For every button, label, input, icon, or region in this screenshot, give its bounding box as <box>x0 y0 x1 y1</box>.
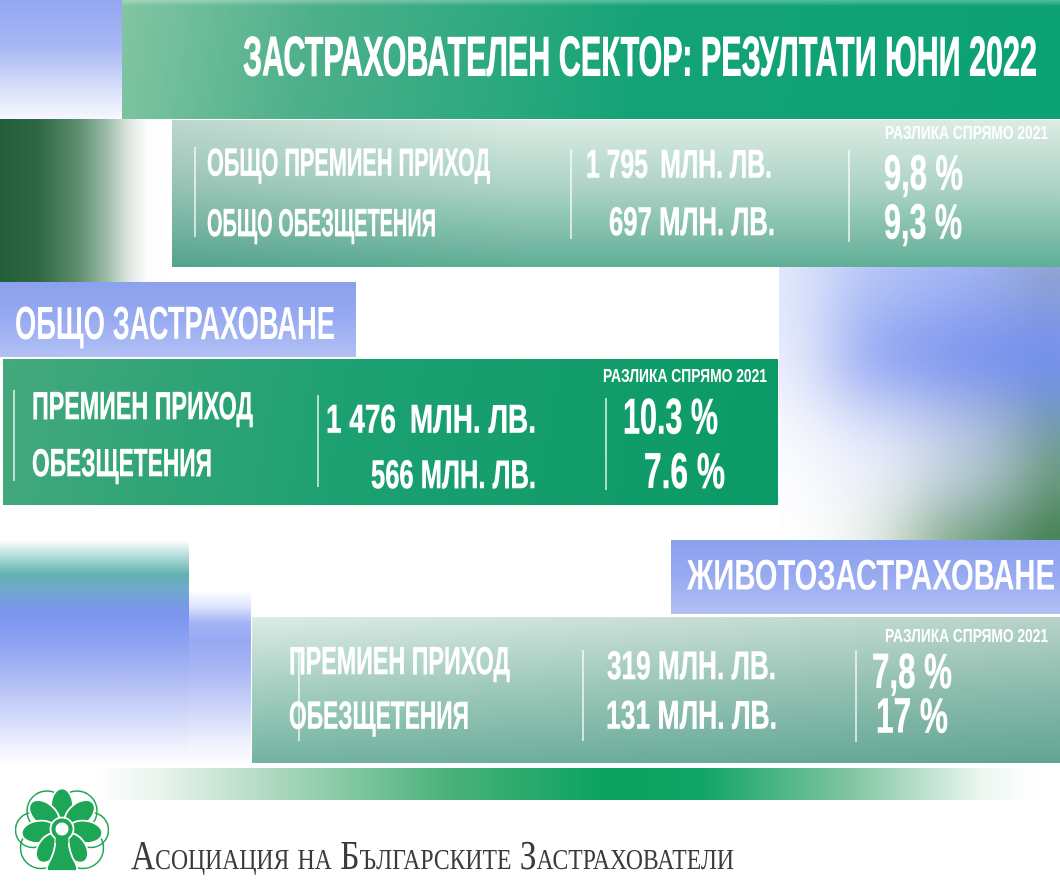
svg-text:566 МЛН. ЛВ.: 566 МЛН. ЛВ. <box>371 453 536 497</box>
svg-text:ОБЩО ЗАСТРАХОВАНЕ: ОБЩО ЗАСТРАХОВАНЕ <box>15 297 335 349</box>
svg-text:РАЗЛИКА СПРЯМО 2021: РАЗЛИКА СПРЯМО 2021 <box>885 123 1048 143</box>
svg-text:РАЗЛИКА СПРЯМО 2021: РАЗЛИКА СПРЯМО 2021 <box>885 626 1048 646</box>
svg-text:ЖИВОТОЗАСТРАХОВАНЕ: ЖИВОТОЗАСТРАХОВАНЕ <box>686 551 1055 599</box>
svg-text:ОБЩО ПРЕМИЕН ПРИХОД: ОБЩО ПРЕМИЕН ПРИХОД <box>207 142 490 185</box>
svg-text:ОБЩО ОБЕЗЩЕТЕНИЯ: ОБЩО ОБЕЗЩЕТЕНИЯ <box>207 202 436 245</box>
svg-text:17 %: 17 % <box>876 688 948 743</box>
svg-text:10.3 %: 10.3 % <box>623 388 718 445</box>
svg-text:1 476 МЛН. ЛВ.: 1 476 МЛН. ЛВ. <box>326 398 536 442</box>
svg-text:697 МЛН. ЛВ.: 697 МЛН. ЛВ. <box>609 200 775 244</box>
svg-text:319 МЛН. ЛВ.: 319 МЛН. ЛВ. <box>607 644 776 688</box>
svg-text:ОБЕЗЩЕТЕНИЯ: ОБЕЗЩЕТЕНИЯ <box>289 695 469 738</box>
svg-text:РАЗЛИКА СПРЯМО 2021: РАЗЛИКА СПРЯМО 2021 <box>603 366 767 386</box>
svg-text:7.6 %: 7.6 % <box>644 442 725 499</box>
svg-text:ПРЕМИЕН ПРИХОД: ПРЕМИЕН ПРИХОД <box>289 640 510 683</box>
svg-text:ПРЕМИЕН ПРИХОД: ПРЕМИЕН ПРИХОД <box>32 385 253 428</box>
svg-text:131 МЛН. ЛВ.: 131 МЛН. ЛВ. <box>606 694 777 738</box>
svg-text:7,8 %: 7,8 % <box>872 644 952 699</box>
svg-text:9,8 %: 9,8 % <box>884 146 963 201</box>
svg-text:Асоциация на Българските Застр: Асоциация на Българските Застрахователи <box>131 832 734 878</box>
svg-text:9,3 %: 9,3 % <box>884 194 962 249</box>
svg-text:ЗАСТРАХОВАТЕЛЕН СЕКТОР: РЕЗУЛТ: ЗАСТРАХОВАТЕЛЕН СЕКТОР: РЕЗУЛТАТИ ЮНИ 20… <box>243 26 1037 88</box>
svg-text:ОБЕЗЩЕТЕНИЯ: ОБЕЗЩЕТЕНИЯ <box>32 442 212 485</box>
svg-text:1 795 МЛН. ЛВ.: 1 795 МЛН. ЛВ. <box>586 142 772 186</box>
